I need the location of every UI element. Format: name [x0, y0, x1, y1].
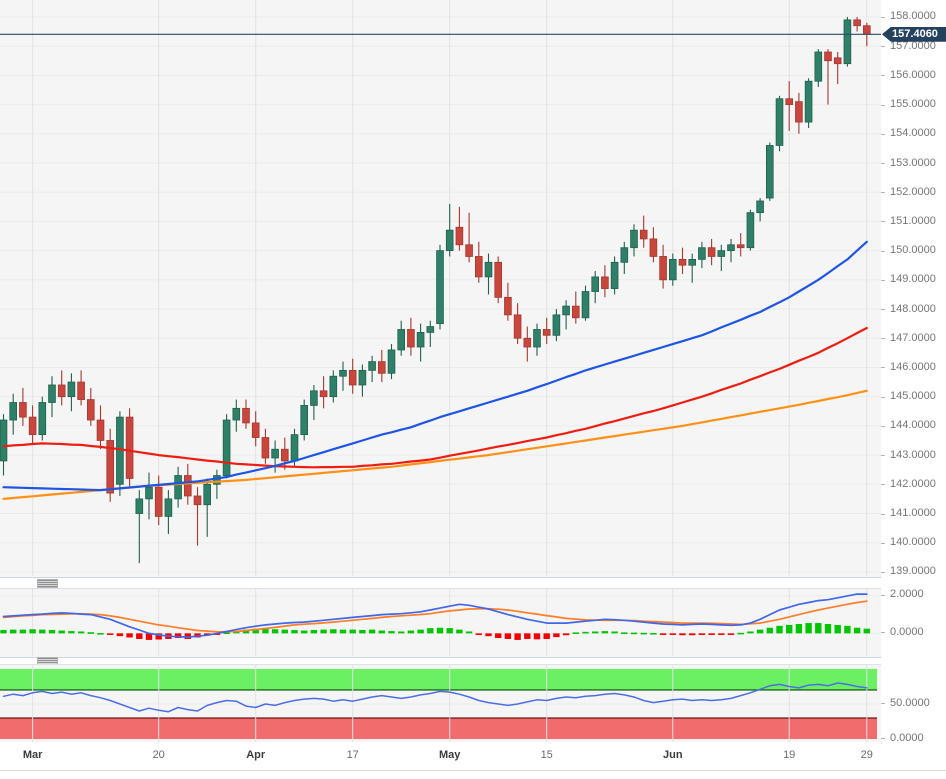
price-axis-label: 154.0000: [890, 127, 936, 140]
price-axis-label: 2.0000: [890, 588, 924, 601]
price-axis-label: 149.0000: [890, 273, 936, 286]
axis-tick: [881, 571, 885, 573]
price-axis-label: 150.0000: [890, 244, 936, 257]
price-axis-label: 147.0000: [890, 331, 936, 344]
axis-tick: [881, 46, 885, 48]
time-axis-label: Jun: [663, 749, 683, 761]
axis-tick: [881, 133, 885, 135]
candles: [0, 16, 871, 564]
price-axis-label: 0.0000: [890, 625, 924, 638]
time-axis-label: 19: [783, 749, 796, 761]
price-axis-label: 145.0000: [890, 390, 936, 403]
macd-signal-line: [2, 600, 868, 633]
macd-fast-line: [2, 593, 868, 638]
price-axis-label: 153.0000: [890, 156, 936, 169]
ma-red-line: [2, 326, 868, 469]
price-axis-label: 144.0000: [890, 419, 936, 432]
time-axis-label: 20: [152, 749, 165, 761]
time-axis-label: May: [438, 749, 461, 761]
axis-tick: [881, 279, 885, 281]
price-axis-label: 0.0000: [890, 731, 924, 744]
current-price-badge: 157.4060: [882, 26, 946, 42]
price-axis-label: 50.0000: [890, 696, 930, 709]
axis-tick: [881, 425, 885, 427]
price-axis-label: 141.0000: [890, 507, 936, 519]
price-chart-panel[interactable]: [0, 0, 882, 578]
price-axis-label: 146.0000: [890, 360, 936, 373]
axis-tick: [881, 632, 885, 634]
price-axis-label: 139.0000: [890, 565, 936, 578]
axis-tick: [881, 16, 885, 18]
macd-indicator-panel[interactable]: [0, 588, 882, 658]
axis-tick: [881, 75, 885, 77]
axis-tick: [881, 594, 885, 596]
price-axis-label: 140.0000: [890, 536, 936, 549]
candlestick-chart[interactable]: [0, 0, 881, 576]
price-axis-label: 142.0000: [890, 477, 936, 490]
rsi-indicator-panel[interactable]: [0, 664, 882, 744]
axis-tick: [881, 192, 885, 194]
time-axis-label: Mar: [22, 749, 43, 761]
axis-tick: [881, 396, 885, 398]
axis-tick: [881, 455, 885, 457]
price-axis-label: 148.0000: [890, 302, 936, 315]
gridlines: [0, 589, 881, 656]
time-axis-label: Apr: [246, 749, 266, 761]
price-axis-label: 152.0000: [890, 185, 936, 198]
axis-divider: [0, 770, 946, 771]
price-axis-label: 156.0000: [890, 68, 936, 81]
time-axis-label: 15: [540, 749, 553, 761]
axis-tick: [881, 542, 885, 544]
price-axis-label: 143.0000: [890, 448, 936, 461]
price-axis-label: 158.0000: [890, 10, 936, 23]
macd-chart[interactable]: [0, 589, 881, 656]
rsi-chart[interactable]: [0, 665, 881, 742]
macd-histogram: [0, 623, 870, 640]
price-axis-label: 157.0000: [890, 39, 936, 52]
price-axis[interactable]: 158.0000 157.0000 156.0000 155.0000 154.0000…: [881, 0, 946, 744]
axis-tick: [881, 163, 885, 164]
axis-tick: [881, 484, 885, 486]
ma-blue-line: [2, 240, 868, 492]
axis-tick: [881, 367, 885, 369]
time-axis-label: 29: [860, 749, 873, 761]
rsi-line: [2, 682, 868, 713]
axis-tick: [881, 338, 885, 340]
price-axis-label: 155.0000: [890, 98, 936, 111]
axis-tick: [881, 221, 885, 223]
time-axis-label: 17: [346, 749, 359, 761]
rsi-bands: [0, 665, 877, 742]
axis-tick: [881, 104, 885, 106]
axis-tick: [881, 250, 885, 252]
panel-resize-handle[interactable]: [37, 579, 58, 588]
axis-tick: [881, 513, 885, 515]
time-axis[interactable]: Mar 20 Apr 17 May 15 Jun 19 29: [0, 742, 881, 770]
axis-tick: [881, 309, 885, 310]
axis-tick: [881, 738, 885, 740]
price-axis-label: 151.0000: [890, 214, 936, 227]
axis-tick: [881, 703, 885, 704]
